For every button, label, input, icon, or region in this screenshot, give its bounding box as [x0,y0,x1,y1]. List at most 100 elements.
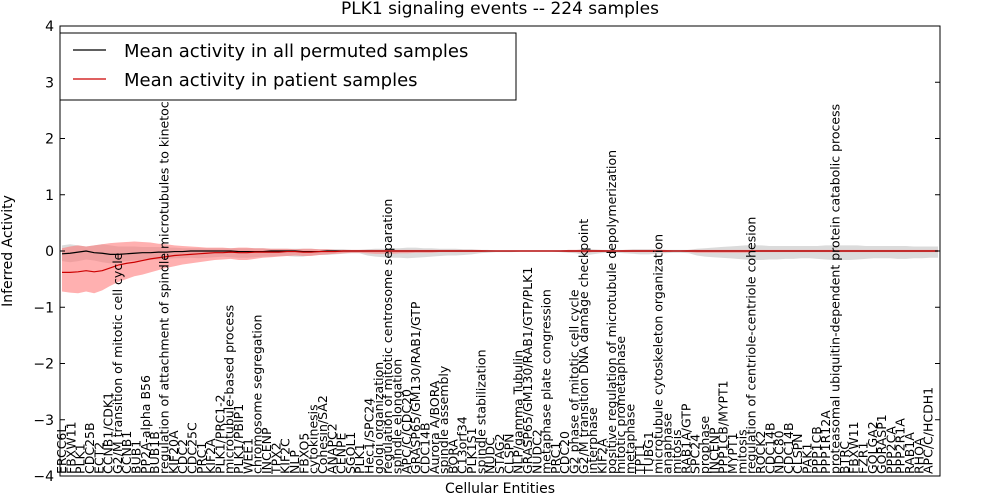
x-tick-label: KIF2C [278,438,293,474]
x-tick-label: interphase [585,407,600,474]
x-tick-label: RHOA [911,437,926,474]
y-tick-label: 2 [45,132,54,148]
x-tick-label: PRC1 [548,442,563,474]
y-tick-label: −2 [33,357,54,373]
x-tick-label: SGOL1 [343,432,358,474]
legend-box [59,32,517,101]
x-tick-label: spindle stabilization [473,349,488,474]
x-tick-label: G2/M transition of mitotic cell cycle [110,252,125,474]
x-tick-label: cytokinesis [306,404,321,474]
x-tick-label: mitosis [734,429,749,474]
x-tick-label: RAB1A/GTP [678,403,693,474]
x-tick-label: microtubule-based process [222,305,237,474]
x-tick-label: G2/M transition DNA damage checkpoint [576,219,591,474]
x-tick-label: RAB1A [902,432,917,474]
x-tick-label: STAG2 [492,433,507,474]
x-tick-label: GORASP1 [874,414,889,474]
x-tick-label: ANAPC2 [324,423,339,474]
series-lines [61,250,938,273]
x-tick-label: FBXW11 [63,421,78,474]
x-tick-label: MYPT1 [725,432,740,474]
x-tick-label: mitotic prometaphase [613,336,628,474]
x-tick-label: CDC25B [82,422,97,474]
x-tick-label: CLSPN [790,433,805,474]
x-tick-label: CDC14B [417,422,432,474]
x-tick-label: NLP [287,450,302,474]
x-tick-label: APC/C/HCDH1 [921,387,936,474]
x-tick-label: FBXW11 [846,421,861,474]
x-tick-label: CCNB1 [119,431,134,474]
x-tick-label: GRASP65/GM130/RAB1/GTP [408,301,423,474]
x-tick-label: NLP/gamma Tubulin [511,350,526,474]
x-tick-label: PAK1 [800,443,815,474]
x-tick-label: PLK1/PRC1-2 [212,394,227,474]
x-tick-label: C13orf34 [455,416,470,474]
x-tick-label: ERCC6L [54,426,69,474]
x-tick-label: TUBG1 [641,431,656,475]
x-tick-label: GRASP65/GM130/RAB1/GTP/PLK1 [520,267,535,474]
x-tick-label: G2 phase of mitotic cell cycle [567,289,582,474]
x-tick-label: CDC2 [175,439,190,474]
x-tick-label: FBXO5 [296,433,311,474]
x-tick-label: SPC24 [688,434,703,474]
x-axis-label: Cellular Entities [445,481,555,497]
x-tick-label: Hec1/SPC24 [362,398,377,474]
y-tick-label: 3 [45,75,54,91]
x-tick-label: CDC14B [762,422,777,474]
x-tick-label: ECT2 [91,442,106,474]
x-tick-label: KIF20A [166,430,181,474]
x-tick-label: FZR1 [855,442,870,474]
x-tick-label: BUB1B [147,431,162,474]
x-tick-label: CLSPN [501,433,516,474]
x-tick-label: WEE1 [240,438,255,474]
x-tick-label: PPP2R1A [893,418,908,474]
x-tick-label: regulation of attachment of spindle micr… [157,73,172,474]
legend: Mean activity in all permuted samples Me… [59,32,517,101]
x-tick-label: PPP2CA [883,426,898,474]
x-tick-label: Aurora A/BORA [427,380,442,474]
x-tick-label: PP2A-alpha B56 [138,375,153,474]
x-tick-label: CCNB1/CDK1 [101,392,116,474]
x-tick-labels: ERCC6LFBXW11PLK1CDC25BECT2CCNB1/CDK1G2/M… [54,73,936,475]
x-tick-label: INCENP [259,427,274,474]
x-tick-label: TPX2 [268,442,283,475]
y-tick-label: 4 [45,19,54,35]
x-tick-label: KIF2A [203,438,218,474]
y-axis: 4 3 2 1 0 −1 −2 −3 −4 [33,19,940,485]
x-tick-label: CDC20 [557,431,572,474]
x-tick-label: metaphase [622,404,637,474]
x-tick-label: PLK1 [352,443,367,474]
x-tick-label: KIF2A [595,438,610,474]
band-patient [62,241,938,294]
x-tick-label: NUDC2 [529,429,544,474]
x-tick-label: CDC14B [781,422,796,474]
legend-label-permuted: Mean activity in all permuted samples [124,41,468,62]
x-tick-label: mitosis [669,429,684,474]
y-tick-label: −1 [33,300,54,316]
x-tick-label: TPT1 [632,443,647,475]
y-axis-label: Inferred Activity [0,195,16,307]
x-tick-label: spindle elongation [389,359,404,474]
x-tick-label: regulation of centriole-centriole cohesi… [744,217,759,474]
x-tick-label: PLK1 [73,443,88,474]
x-tick-label: BUB1 [129,440,144,474]
x-tick-label: proteasomal ubiquitin-dependent protein … [827,104,842,474]
x-tick-label: PPP1CB [809,426,824,474]
x-tick-label: BORA [445,439,460,474]
chart-title: PLK1 signaling events -- 224 samples [341,0,659,19]
x-tick-label: PPP1R12A [818,410,833,474]
x-tick-label: NUDC [483,437,498,474]
confidence-bands [62,241,938,294]
y-tick-label: 0 [45,244,54,260]
x-tick-label: PPP1CB/MYPT1 [716,380,731,474]
x-tick-label: spindle assembly [436,365,451,474]
x-tick-label: PLK1S1 [464,427,479,474]
x-tick-label: PRC1 [194,442,209,474]
legend-label-patient: Mean activity in patient samples [124,70,418,91]
x-tick-label: microtubule cytoskeleton organization [650,234,665,474]
x-tick-label: GOLGA2 [865,421,880,474]
x-tick-label: APC/C/CDC20 [399,389,414,474]
x-tick-label: PLK1/PBIP1 [231,404,246,474]
